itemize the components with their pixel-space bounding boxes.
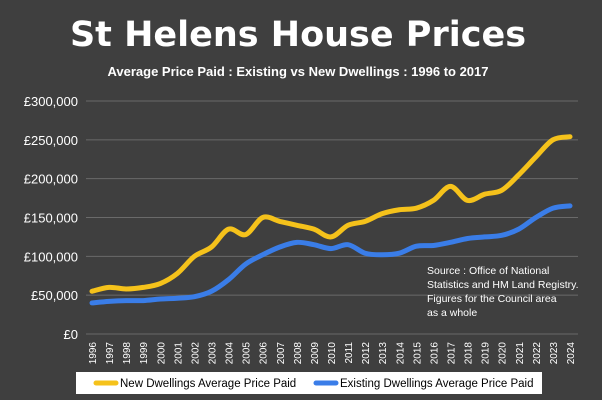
source-annotation: Source : Office of National Statistics a… [427, 265, 581, 319]
source-annotation-line: Figures for the Council area [427, 293, 557, 305]
x-tick-label: 2024 [566, 342, 577, 365]
x-tick-label: 2016 [429, 342, 440, 365]
chart-subtitle: Average Price Paid : Existing vs New Dwe… [107, 64, 488, 79]
y-axis-ticks: £0 £50,000 £100,000 £150,000 £200,000 £250,00… [24, 94, 78, 342]
y-tick-label: £200,000 [24, 172, 78, 187]
x-tick-label: 1996 [88, 342, 99, 365]
x-tick-label: 2015 [412, 342, 423, 365]
x-tick-label: 2007 [276, 342, 287, 365]
source-annotation-line: Statistics and HM Land Registry. [427, 279, 579, 291]
legend-box [76, 372, 542, 394]
x-tick-label: 2000 [156, 342, 167, 365]
x-tick-label: 2019 [481, 342, 492, 365]
x-tick-label: 2021 [515, 342, 526, 365]
x-tick-label: 2022 [532, 342, 543, 365]
series-line-existing-dwellings [89, 203, 573, 306]
y-tick-label: £150,000 [24, 211, 78, 226]
x-axis-ticks: 1996 1997 1998 1999 2000 2001 2002 2003 2004 2005… [88, 342, 577, 365]
x-tick-label: 2002 [190, 342, 201, 365]
y-tick-label: £300,000 [24, 94, 78, 109]
source-annotation-line: Source : Office of National [427, 265, 549, 277]
series-line-new-dwellings [89, 134, 573, 294]
legend-label-existing: Existing Dwellings Average Price Paid [340, 378, 533, 390]
x-tick-label: 2004 [225, 342, 236, 365]
chart-title: St Helens House Prices [70, 15, 526, 55]
x-tick-label: 2003 [208, 342, 219, 365]
x-tick-label: 1999 [139, 342, 150, 365]
x-tick-label: 2011 [344, 342, 355, 364]
y-tick-label: £0 [64, 327, 78, 342]
series-lines [89, 134, 573, 306]
source-annotation-line: as a whole [427, 307, 477, 319]
x-tick-label: 1998 [122, 342, 133, 365]
x-tick-label: 2018 [464, 342, 475, 365]
y-tick-label: £250,000 [24, 133, 78, 148]
x-tick-label: 2013 [378, 342, 389, 365]
x-tick-label: 2006 [259, 342, 270, 365]
y-tick-label: £50,000 [31, 288, 78, 303]
y-tick-label: £100,000 [24, 249, 78, 264]
x-tick-label: 2010 [327, 342, 338, 365]
legend-label-new: New Dwellings Average Price Paid [120, 378, 296, 390]
x-tick-label: 2017 [447, 342, 458, 365]
x-tick-label: 2014 [395, 342, 406, 365]
gridlines [86, 100, 578, 335]
x-tick-label: 1997 [105, 342, 116, 365]
x-tick-label: 2012 [361, 342, 372, 365]
x-tick-label: 2008 [293, 342, 304, 365]
x-tick-label: 2023 [549, 342, 560, 365]
x-tick-label: 2005 [242, 342, 253, 365]
x-tick-label: 2020 [498, 342, 509, 365]
legend: New Dwellings Average Price Paid Existin… [76, 372, 542, 394]
x-tick-label: 2001 [173, 342, 184, 365]
x-tick-label: 2009 [310, 342, 321, 365]
